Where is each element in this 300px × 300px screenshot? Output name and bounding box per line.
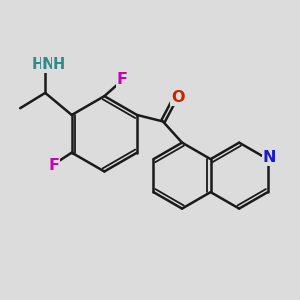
Text: F: F	[116, 72, 128, 87]
Text: H: H	[53, 57, 65, 72]
Text: N: N	[41, 57, 55, 72]
Text: F: F	[49, 158, 60, 173]
Text: N: N	[263, 150, 276, 165]
Text: H: H	[31, 57, 44, 72]
Text: O: O	[171, 90, 184, 105]
